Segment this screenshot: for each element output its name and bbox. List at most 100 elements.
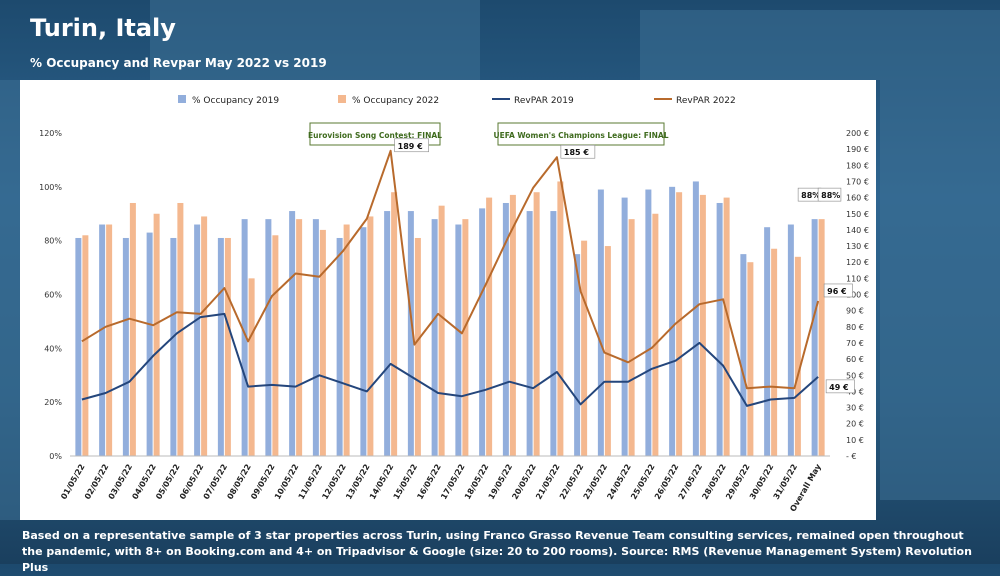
bar-occupancy-2022 <box>462 219 469 456</box>
bar-occupancy-2022 <box>676 192 683 456</box>
bar-occupancy-2019 <box>502 202 509 456</box>
y-right-tick-label: 100 € <box>846 291 869 300</box>
bar-occupancy-2019 <box>336 237 343 456</box>
x-tick-label: 28/05/22 <box>700 463 727 501</box>
x-tick-label: 27/05/22 <box>677 463 704 501</box>
bar-occupancy-2022 <box>201 216 208 456</box>
bar-occupancy-2019 <box>764 227 771 456</box>
bar-occupancy-2019 <box>217 237 224 456</box>
page-title: Turin, Italy <box>30 14 176 42</box>
bar-occupancy-2022 <box>367 216 374 456</box>
chart-panel: 0% 20% 40% 60% 80% 100% 120% - € 10 € 20 € 30 € 40 … <box>20 80 876 520</box>
x-tick-label: 11/05/22 <box>297 463 324 501</box>
legend-label: RevPAR 2019 <box>514 96 574 106</box>
bar-occupancy-2019 <box>692 181 699 456</box>
data-label: 49 € <box>829 383 849 392</box>
bar-occupancy-2019 <box>479 208 486 456</box>
data-label: 185 € <box>564 148 589 157</box>
data-label: 88% <box>821 191 840 200</box>
bar-occupancy-2019 <box>669 186 676 456</box>
bar-occupancy-2019 <box>455 224 462 456</box>
y-right-tick-label: 30 € <box>846 404 864 413</box>
x-tick-label: 05/05/22 <box>154 463 181 501</box>
bar-occupancy-2019 <box>431 219 438 456</box>
bar-occupancy-2019 <box>194 224 201 456</box>
bar-occupancy-2019 <box>811 219 818 456</box>
bar-occupancy-2022 <box>153 213 160 456</box>
bar-occupancy-2022 <box>438 205 445 456</box>
y-right-tick-label: 130 € <box>846 242 869 251</box>
y-right-tick-label: 200 € <box>846 129 869 138</box>
bar-occupancy-2022 <box>296 219 303 456</box>
x-tick-label: 22/05/22 <box>558 463 585 501</box>
bar-occupancy-2019 <box>360 227 367 456</box>
bar-occupancy-2022 <box>486 197 493 456</box>
bar-occupancy-2022 <box>82 235 89 456</box>
bar-occupancy-2022 <box>652 213 659 456</box>
y-left-tick-label: 60% <box>44 291 62 300</box>
y-right-tick-label: 80 € <box>846 323 864 332</box>
y-right-tick-label: 20 € <box>846 420 864 429</box>
y-right-tick-label: 40 € <box>846 387 864 396</box>
bar-occupancy-2022 <box>106 224 113 456</box>
y-right-tick-label: 120 € <box>846 258 869 267</box>
y-right-tick-label: 60 € <box>846 355 864 364</box>
bar-occupancy-2019 <box>716 202 723 456</box>
bar-occupancy-2019 <box>645 189 652 456</box>
bar-occupancy-2019 <box>122 237 129 456</box>
bar-occupancy-2022 <box>581 240 588 456</box>
data-label-box <box>825 379 855 394</box>
x-tick-label: 15/05/22 <box>392 463 419 501</box>
y-left-tick-label: 100% <box>39 183 62 192</box>
bar-occupancy-2022 <box>129 202 136 456</box>
y-left-tick-label: 120% <box>39 129 62 138</box>
y-right-tick-label: 70 € <box>846 339 864 348</box>
bar-occupancy-2019 <box>75 237 82 456</box>
x-tick-label: 09/05/22 <box>249 463 276 501</box>
bar-occupancy-2022 <box>319 229 326 456</box>
bar-occupancy-2022 <box>771 248 778 456</box>
x-tick-label: 03/05/22 <box>107 463 134 501</box>
bar-occupancy-2019 <box>241 219 248 456</box>
bar-occupancy-2019 <box>99 224 106 456</box>
y-right-tick-label: 150 € <box>846 210 869 219</box>
x-tick-label: 31/05/22 <box>772 463 799 501</box>
bar-occupancy-2022 <box>414 237 421 456</box>
x-tick-label: 02/05/22 <box>83 463 110 501</box>
bar-occupancy-2022 <box>699 194 706 456</box>
bar-occupancy-2022 <box>628 219 635 456</box>
event-annotation-label: Eurovision Song Contest: FINAL <box>308 131 442 140</box>
bar-occupancy-2019 <box>550 211 557 456</box>
x-tick-label: 30/05/22 <box>748 463 775 501</box>
data-label-box <box>394 138 429 153</box>
line-revpar-2019 <box>81 312 819 407</box>
bar-occupancy-2019 <box>407 211 414 456</box>
bar-occupancy-2019 <box>597 189 604 456</box>
x-tick-label: 29/05/22 <box>724 463 751 501</box>
data-label: 88% <box>801 191 820 200</box>
x-tick-label: 08/05/22 <box>225 463 252 501</box>
bar-occupancy-2022 <box>557 181 564 456</box>
bar-occupancy-2019 <box>265 219 272 456</box>
x-tick-label: 19/05/22 <box>487 463 514 501</box>
bar-occupancy-2022 <box>794 256 801 456</box>
x-tick-label: 24/05/22 <box>605 463 632 501</box>
bar-occupancy-2019 <box>312 219 319 456</box>
data-label-box <box>823 283 853 298</box>
y-right-tick-label: 110 € <box>846 274 869 283</box>
bar-occupancy-2022 <box>272 235 279 456</box>
x-tick-label: 12/05/22 <box>320 463 347 501</box>
data-label-box <box>560 144 596 159</box>
bar-occupancy-2022 <box>747 262 754 456</box>
y-right-tick-label: 170 € <box>846 177 869 186</box>
x-tick-label: 10/05/22 <box>273 463 300 501</box>
x-tick-label: 25/05/22 <box>629 463 656 501</box>
x-tick-label: 20/05/22 <box>510 463 537 501</box>
legend-swatch <box>338 95 346 103</box>
data-label-box <box>817 187 842 202</box>
x-tick-label: 07/05/22 <box>202 463 229 501</box>
x-tick-label: 06/05/22 <box>178 463 205 501</box>
y-left-tick-label: 40% <box>44 344 62 353</box>
bar-occupancy-2022 <box>509 194 516 456</box>
bar-occupancy-2022 <box>391 192 398 456</box>
